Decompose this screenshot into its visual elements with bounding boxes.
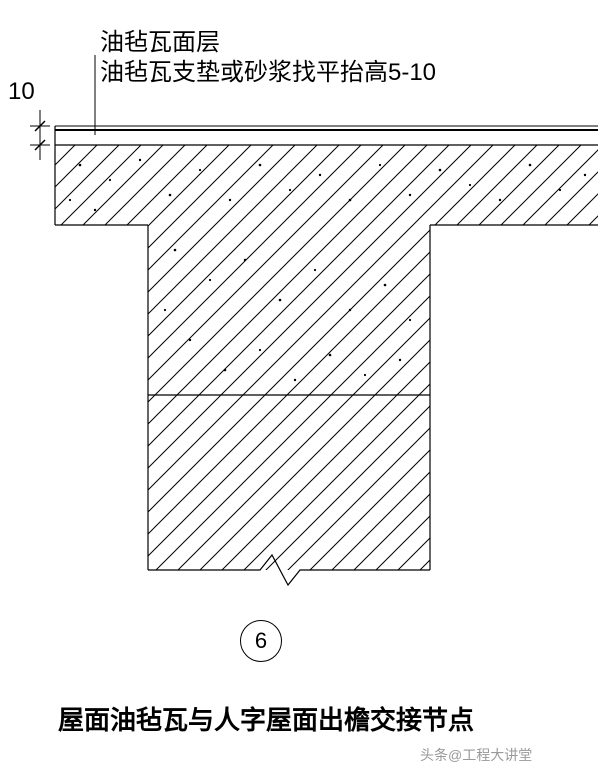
label-layer-2: 油毡瓦支垫或砂浆找平抬高5-10: [100, 52, 436, 87]
dimension-vertical: 10: [8, 78, 35, 106]
detail-number: 6: [255, 628, 267, 654]
watermark: 头条@工程大讲堂: [420, 745, 532, 765]
diagram-title: 屋面油毡瓦与人字屋面出檐交接节点: [58, 700, 474, 737]
detail-number-circle: 6: [240, 620, 282, 662]
diagram-canvas: 10 油毡瓦面层 油毡瓦支垫或砂浆找平抬高5-10 6 屋面油毡瓦与人字屋面出檐…: [0, 0, 600, 765]
technical-drawing: [0, 0, 600, 765]
